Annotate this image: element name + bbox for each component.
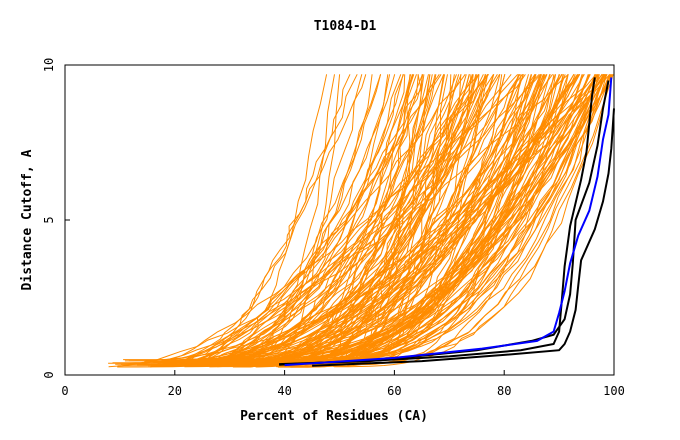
other-model-series: [196, 74, 477, 367]
other-model-series: [171, 74, 442, 367]
x-axis-tick-labels: 0 20 40 60 80 100: [61, 384, 624, 398]
x-tick-label: 40: [277, 384, 291, 398]
x-tick-label: 100: [603, 384, 625, 398]
other-model-series: [180, 73, 569, 367]
y-tick-label: 10: [42, 58, 56, 72]
other-model-series: [194, 74, 554, 362]
other-model-series: [162, 74, 524, 366]
axis-ticks: [64, 64, 615, 376]
other-model-series: [137, 74, 396, 366]
other-model-series: [221, 74, 533, 365]
black-highlighted-series-2: [279, 80, 610, 366]
other-model-series: [150, 74, 526, 368]
other-models-series-group: [108, 73, 614, 368]
other-model-series: [316, 74, 536, 364]
other-model-series: [150, 74, 373, 367]
x-tick-label: 80: [497, 384, 511, 398]
other-model-series: [151, 73, 581, 366]
x-tick-label: 60: [387, 384, 401, 398]
other-model-series: [181, 74, 412, 361]
y-tick-label: 5: [42, 216, 56, 223]
x-tick-label: 0: [61, 384, 68, 398]
y-axis-label: Distance Cutoff, A: [20, 149, 35, 290]
chart-title: T1084-D1: [314, 19, 377, 34]
y-tick-label: 0: [42, 371, 56, 378]
x-axis-label: Percent of Residues (CA): [240, 409, 428, 424]
blue-highlighted-series-4: [284, 77, 613, 367]
y-axis-tick-labels: 0 5 10: [42, 58, 56, 379]
other-model-series: [203, 74, 367, 363]
other-model-series: [327, 74, 608, 363]
other-model-series: [323, 74, 605, 361]
other-model-series: [330, 73, 600, 367]
other-model-series: [108, 73, 519, 368]
other-model-series: [269, 74, 474, 363]
other-model-series: [170, 74, 466, 365]
black-highlighted-series-3: [312, 108, 615, 367]
other-model-series: [115, 74, 494, 365]
other-model-series: [242, 74, 584, 366]
highlighted-models-series-group: [279, 77, 615, 367]
x-tick-label: 20: [168, 384, 182, 398]
other-model-series: [266, 73, 604, 365]
other-model-series: [144, 74, 585, 363]
other-model-series: [187, 74, 363, 367]
other-model-series: [232, 74, 478, 361]
other-model-series: [168, 73, 512, 362]
other-model-series: [334, 74, 614, 368]
